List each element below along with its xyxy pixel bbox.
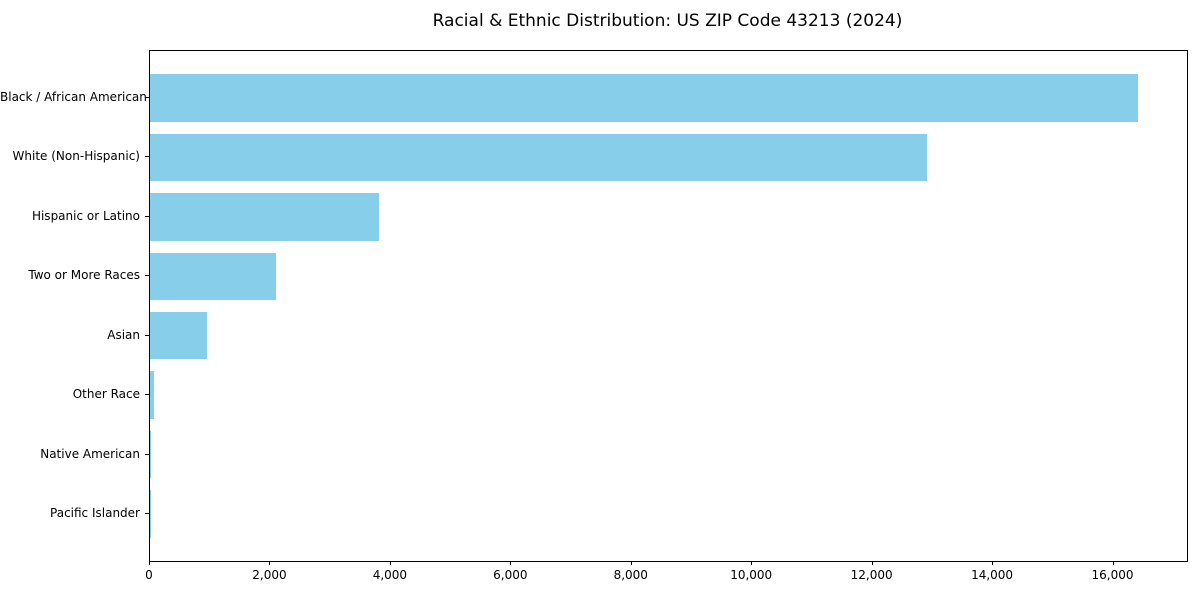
y-tick-mark [145,156,149,158]
x-tick-mark [630,561,632,565]
x-tick-label: 4,000 [372,568,408,582]
x-tick-mark [269,561,271,565]
plot-area [149,50,1188,562]
y-tick-mark [145,513,149,515]
y-tick-mark [145,453,149,455]
y-tick-mark [145,394,149,396]
x-tick-mark [149,561,150,565]
y-tick-label: Native American [40,446,140,461]
bar [150,371,154,419]
x-tick-label: 16,000 [1091,568,1134,582]
x-tick-mark [992,561,994,565]
bar [150,430,152,479]
x-tick-label: 0 [145,568,153,582]
chart-title: Racial & Ethnic Distribution: US ZIP Cod… [432,11,903,31]
x-tick-mark [389,561,391,565]
y-tick-label: Pacific Islander [50,506,140,521]
bar [150,133,927,182]
x-tick-label: 8,000 [613,568,648,582]
x-tick-mark [1112,561,1114,565]
x-tick-label: 10,000 [730,568,773,582]
x-tick-label: 2,000 [252,568,287,582]
y-tick-label: Asian [107,327,140,342]
y-tick-label: Other Race [72,387,140,402]
y-tick-mark [145,215,149,217]
bar [150,490,151,538]
bar [150,74,1138,122]
y-tick-mark [145,334,149,336]
y-tick-mark [145,275,149,277]
x-tick-label: 12,000 [850,568,893,582]
y-tick-label: Two or More Races [28,268,140,283]
bar [150,252,277,301]
x-tick-mark [751,561,753,565]
bar [150,193,379,241]
y-tick-label: White (Non-Hispanic) [12,149,140,164]
y-tick-mark [145,96,149,98]
y-tick-label: Black / African American [0,89,147,104]
x-tick-mark [510,561,512,565]
bar [150,311,208,360]
y-tick-label: Hispanic or Latino [31,208,140,223]
x-tick-label: 6,000 [493,568,528,582]
x-tick-label: 14,000 [971,568,1014,582]
x-tick-mark [871,561,873,565]
